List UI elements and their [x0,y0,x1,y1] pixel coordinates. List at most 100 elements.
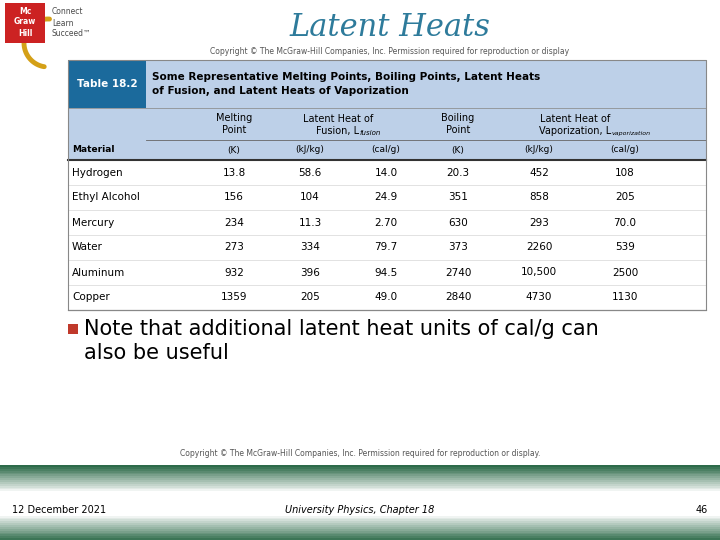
Bar [0,516,720,518]
Text: 104: 104 [300,192,320,202]
Text: 205: 205 [300,293,320,302]
Bar [0,474,720,477]
Text: 351: 351 [448,192,468,202]
Bar [0,535,720,537]
Bar [0,525,720,528]
Bar [68,185,706,210]
Bar [0,476,720,478]
Text: 4730: 4730 [526,293,552,302]
Text: Connect: Connect [52,8,84,17]
Text: Hill: Hill [18,29,32,37]
Text: 14.0: 14.0 [374,167,397,178]
Bar [0,480,720,482]
Bar [0,512,720,514]
Bar [0,517,720,520]
Text: 539: 539 [615,242,635,253]
Text: Latent Heat of: Latent Heat of [303,114,373,124]
Text: 24.9: 24.9 [374,192,397,202]
Text: 12 December 2021: 12 December 2021 [12,505,106,515]
Bar [0,467,720,469]
Text: Ethyl Alcohol: Ethyl Alcohol [72,192,140,202]
Text: 2500: 2500 [612,267,638,278]
Text: 373: 373 [448,242,468,253]
Bar [0,532,720,535]
Bar [0,472,720,475]
Text: 396: 396 [300,267,320,278]
Text: also be useful: also be useful [84,343,229,363]
Bar [0,501,720,503]
Text: Mc: Mc [19,6,31,16]
Text: 79.7: 79.7 [374,242,397,253]
Bar [0,471,720,473]
Bar [0,497,720,500]
Text: 205: 205 [615,192,635,202]
Text: 13.8: 13.8 [222,167,246,178]
Text: Some Representative Melting Points, Boiling Points, Latent Heats
of Fusion, and : Some Representative Melting Points, Boil… [152,72,540,96]
Text: 94.5: 94.5 [374,267,397,278]
Bar [0,514,720,516]
Bar [0,488,720,490]
Text: 46: 46 [696,505,708,515]
Bar [0,482,720,484]
Text: Water: Water [72,242,103,253]
Text: 49.0: 49.0 [374,293,397,302]
Text: Copyright © The McGraw-Hill Companies, Inc. Permission required for reproduction: Copyright © The McGraw-Hill Companies, I… [180,449,540,457]
Bar [0,503,720,505]
Bar [0,484,720,486]
Text: (kJ/kg): (kJ/kg) [525,145,554,154]
Bar [68,324,78,334]
Bar [68,60,146,108]
Bar [0,538,720,540]
Text: fusion: fusion [360,130,382,136]
Text: Latent Heats: Latent Heats [289,12,490,44]
Text: Copper: Copper [72,293,109,302]
Text: (cal/g): (cal/g) [611,145,639,154]
Bar [0,491,720,494]
Text: Succeed™: Succeed™ [52,30,91,38]
Bar [68,60,706,108]
Text: Boiling
Point: Boiling Point [441,113,474,135]
Text: Fusion, L: Fusion, L [316,126,359,136]
Text: Aluminum: Aluminum [72,267,125,278]
Text: 1359: 1359 [221,293,247,302]
Text: 58.6: 58.6 [298,167,322,178]
Bar [0,493,720,496]
Bar [0,519,720,522]
Text: 2740: 2740 [445,267,471,278]
Text: 2840: 2840 [445,293,471,302]
Text: 2260: 2260 [526,242,552,253]
Bar [68,160,706,185]
Text: (K): (K) [228,145,240,154]
Text: Note that additional latent heat units of cal/g can: Note that additional latent heat units o… [84,319,599,339]
Text: Latent Heat of: Latent Heat of [540,114,610,124]
Text: 932: 932 [224,267,244,278]
Bar [0,531,720,533]
Text: 2.70: 2.70 [374,218,397,227]
Bar [0,504,720,507]
Text: (K): (K) [451,145,464,154]
Text: 70.0: 70.0 [613,218,636,227]
Text: Vaporization, L: Vaporization, L [539,126,611,136]
Bar [0,499,720,501]
Bar [0,510,720,512]
Bar [68,285,706,310]
Text: 234: 234 [224,218,244,227]
Text: Learn: Learn [52,18,73,28]
Bar [68,210,706,235]
Bar [0,465,720,468]
Bar [0,495,720,497]
Text: Material: Material [72,145,114,154]
Bar [0,485,720,488]
Bar [68,108,706,160]
Text: (kJ/kg): (kJ/kg) [296,145,325,154]
Bar [0,489,720,492]
Bar [68,260,706,285]
Text: 293: 293 [529,218,549,227]
Bar [0,536,720,538]
Bar [5,3,45,43]
Text: 20.3: 20.3 [446,167,469,178]
Bar [0,521,720,524]
Text: (cal/g): (cal/g) [372,145,400,154]
Bar [0,529,720,531]
Text: 10,500: 10,500 [521,267,557,278]
